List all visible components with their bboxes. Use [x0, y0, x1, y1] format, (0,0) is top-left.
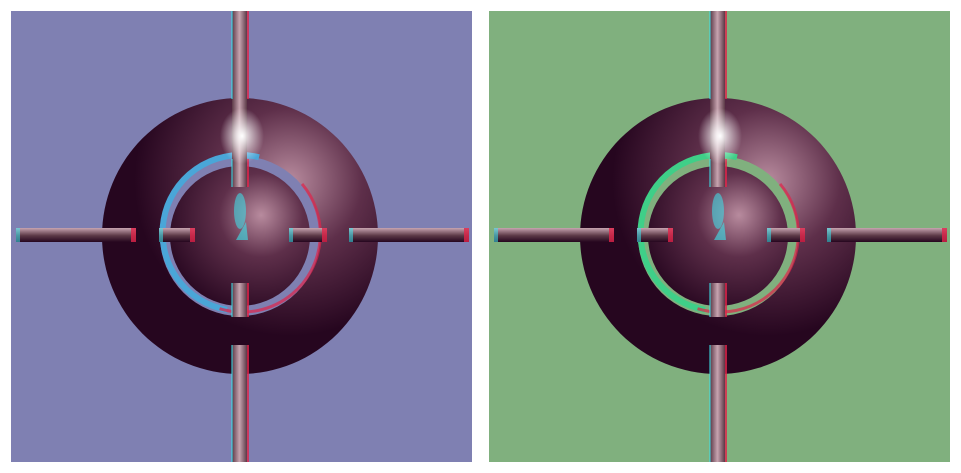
rod-top-inner — [710, 159, 725, 187]
rod-right-inner-red — [800, 228, 805, 242]
rod-bottom-inner — [710, 283, 725, 317]
rod-right-inner — [289, 228, 327, 242]
rod-right-outer-cyan — [827, 228, 831, 242]
ring-red-edge — [162, 154, 322, 314]
rod-bottom-inner-cyan — [709, 283, 711, 317]
rod-bottom-inner — [232, 283, 247, 317]
rod-top-inner-cyan — [231, 159, 233, 187]
rod-left-inner-red — [190, 228, 195, 242]
stereo-panel-right — [489, 11, 950, 462]
rod-right-inner-cyan — [767, 228, 771, 242]
rod-top-outer — [710, 11, 725, 99]
center-tip — [714, 222, 726, 240]
rod-left-outer — [494, 228, 614, 242]
rod-left-outer-red — [131, 228, 136, 242]
rod-right-inner-cyan — [289, 228, 293, 242]
rod-right-outer-cyan — [349, 228, 353, 242]
rod-right-outer — [827, 228, 947, 242]
rod-top-outer-cyan — [709, 11, 711, 99]
rod-left-outer-cyan — [16, 228, 20, 242]
rod-right-outer-red — [464, 228, 469, 242]
rod-right-inner-red — [322, 228, 327, 242]
rod-left-inner-red — [668, 228, 673, 242]
rod-left-inner — [159, 228, 195, 242]
rod-right-outer-red — [942, 228, 947, 242]
rod-left-outer-cyan — [494, 228, 498, 242]
rod-bottom-inner-cyan — [231, 283, 233, 317]
rod-left-inner-cyan — [159, 228, 163, 242]
ring-red-edge — [640, 154, 800, 314]
center-glint — [712, 193, 724, 229]
specular-highlight — [698, 108, 742, 164]
rod-bottom-outer — [710, 345, 725, 462]
rod-top-outer — [232, 11, 247, 99]
rod-top-inner — [232, 159, 247, 187]
center-tip — [236, 222, 248, 240]
rod-top-inner-cyan — [709, 159, 711, 187]
stereo-panel-left — [11, 11, 472, 462]
rod-left-inner — [637, 228, 673, 242]
rod-bottom-outer-cyan — [709, 345, 711, 462]
rod-bottom-outer-cyan — [231, 345, 233, 462]
rod-left-outer — [16, 228, 136, 242]
specular-highlight — [220, 108, 264, 164]
rod-left-outer-red — [609, 228, 614, 242]
rod-left-inner-cyan — [637, 228, 641, 242]
center-glint — [234, 193, 246, 229]
rod-top-outer-cyan — [231, 11, 233, 99]
rod-right-inner — [767, 228, 805, 242]
rod-right-outer — [349, 228, 469, 242]
rod-bottom-outer — [232, 345, 247, 462]
